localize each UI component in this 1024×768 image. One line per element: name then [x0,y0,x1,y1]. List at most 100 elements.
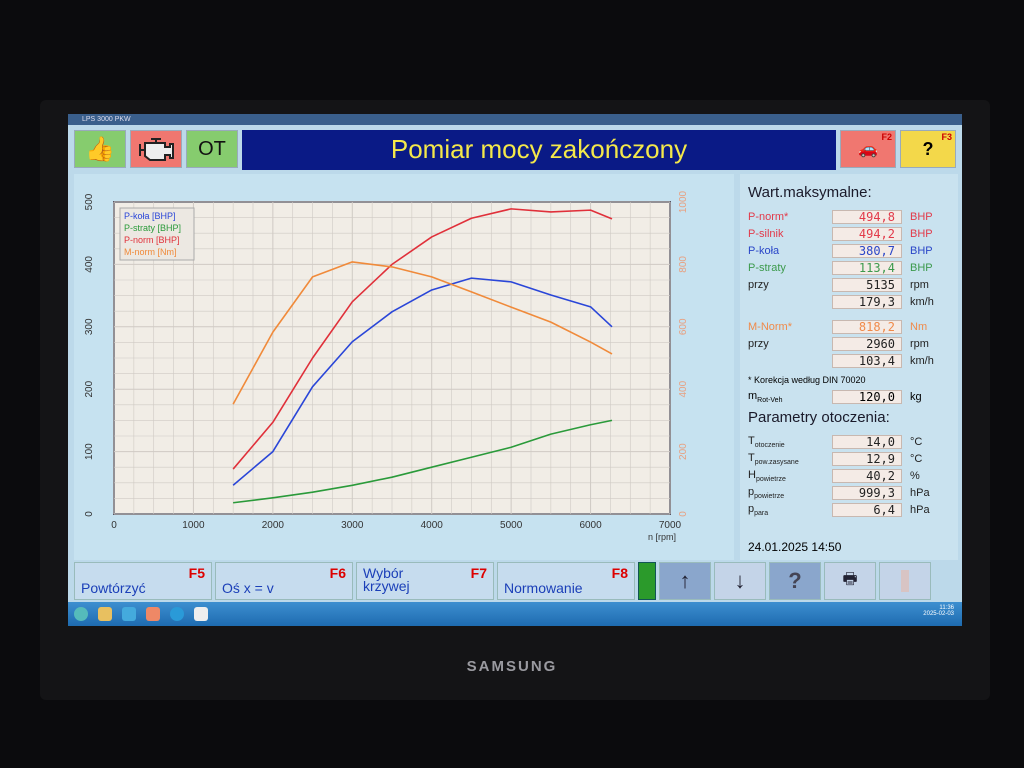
down-button[interactable]: ↓ [714,562,766,600]
row-unit: hPa [910,504,930,516]
x-tick-label: 0 [111,520,117,531]
y-right-tick-label: 400 [678,380,689,397]
x-axis-label: n [rpm] [648,532,676,542]
row-value: 5135 [832,278,902,292]
max-values-panel: Wart.maksymalne: P-norm* 494,8 BHP P-silnik… [740,174,958,560]
legend-entry: P-norm [BHP] [124,235,180,245]
row-unit: rpm [910,279,929,291]
normalization-button[interactable]: F8 Normowanie [497,562,635,600]
door-icon [901,570,909,592]
thumbs-up-icon: 👍 [85,135,115,163]
value-row: P-norm* 494,8 BHP [748,209,950,225]
repeat-button[interactable]: F5 Powtórzyć [74,562,212,600]
print-button[interactable]: 🖶 [824,562,876,600]
value-row: Totoczenie 14,0 °C [748,434,950,450]
row-value: 494,2 [832,227,902,241]
row-unit: hPa [910,487,930,499]
help-icon: ? [788,568,802,593]
row-value: 103,4 [832,354,902,368]
screen: LPS 3000 PKW 👍 OT Pomiar mocy zakończony… [68,114,962,626]
thumbs-up-button[interactable]: 👍 [74,130,126,168]
chart-panel: 0 1000 2000 3000 4000 5000 6000 7000 n [rpm] 0 100… [74,174,734,560]
din-note: * Korekcja według DIN 70020 [748,375,866,385]
exit-button[interactable] [879,562,931,600]
value-row: Tpow.zasysane 12,9 °C [748,451,950,467]
row-value: 999,3 [832,486,902,500]
row-unit: BHP [910,228,933,240]
row-unit: BHP [910,211,933,223]
value-row: P-straty 113,4 BHP [748,260,950,276]
series-line-1 [233,419,613,504]
row-value: 40,2 [832,469,902,483]
engine-icon [139,138,174,161]
y-right-tick-label: 600 [678,318,689,335]
printer-icon: 🖶 [842,570,858,588]
series-line-2 [232,208,613,470]
y-right-tick-label: 200 [678,443,689,460]
axis-x-v-button[interactable]: F6 Oś x = v [215,562,353,600]
arrow-up-icon: ↑ [679,568,691,593]
row-label: przy [748,338,769,350]
up-button[interactable]: ↑ [659,562,711,600]
value-row: P-koła 380,7 BHP [748,243,950,259]
ie-icon[interactable] [122,607,136,621]
row-value: 2960 [832,337,902,351]
legend-entry: M-norm [Nm] [124,247,177,257]
window-title: LPS 3000 PKW [68,114,962,125]
row-label: P-koła [748,245,780,257]
row-value: 6,4 [832,503,902,517]
edge-icon[interactable] [170,607,184,621]
value-row: Hpowietrze 40,2% [748,468,950,484]
row-value: 12,9 [832,452,902,466]
row-unit: °C [910,436,923,448]
value-row: ppara 6,4 hPa [748,502,950,518]
value-row: P-silnik 494,2 BHP [748,226,950,242]
engine-button[interactable] [130,130,182,168]
status-led-bar [638,562,656,600]
row-label: Hpowietrze [748,468,786,484]
legend-entry: P-straty [BHP] [124,223,181,233]
app-icon[interactable] [194,607,208,621]
legend-box [119,207,195,261]
max-title: Wart.maksymalne: [748,184,872,201]
row-unit: BHP [910,262,933,274]
row-value: 818,2 [832,320,902,334]
series-line-0 [232,277,613,486]
row-unit: km/h [910,355,934,367]
media-icon[interactable] [146,607,160,621]
value-row: 179,3 km/h [748,294,950,310]
value-row: 103,4 km/h [748,353,950,369]
function-bar: F5 Powtórzyć F6 Oś x = v F7 Wybór krzywej F… [74,562,956,600]
x-tick-label: 1000 [182,520,205,531]
f3-button[interactable]: F3? [900,130,956,168]
y-right-tick-label: 800 [678,256,689,273]
value-row: przy 5135 rpm [748,277,950,293]
series-line-3 [232,261,613,405]
row-unit: % [910,470,920,482]
folder-icon[interactable] [98,607,112,621]
row-unit: °C [910,453,923,465]
datetime: 24.01.2025 14:50 [748,540,842,554]
mass-row: mRot-Veh 120,0 kg [748,389,922,405]
row-label: Tpow.zasysane [748,451,799,467]
status-banner: Pomiar mocy zakończony [242,130,836,170]
help-button[interactable]: ? [769,562,821,600]
row-label: P-norm* [748,211,789,223]
ot-button[interactable]: OT [186,130,238,168]
row-unit: Nm [910,321,928,333]
y-left-tick-label: 0 [84,511,95,517]
clock[interactable]: 11:36 2025-02-03 [923,605,954,617]
y-left-tick-label: 400 [84,256,95,273]
y-left-tick-label: 500 [84,193,95,210]
row-label: P-silnik [748,228,784,240]
row-value: 113,4 [832,261,902,275]
x-tick-label: 2000 [262,520,285,531]
row-label: ppowietrze [748,485,785,501]
x-tick-label: 3000 [341,520,364,531]
x-tick-label: 7000 [659,520,682,531]
question-wheels-icon: ? [922,138,934,159]
curve-select-button[interactable]: F7 Wybór krzywej [356,562,494,600]
f2-button[interactable]: F2 🚗 [840,130,896,168]
start-icon[interactable] [74,607,88,621]
